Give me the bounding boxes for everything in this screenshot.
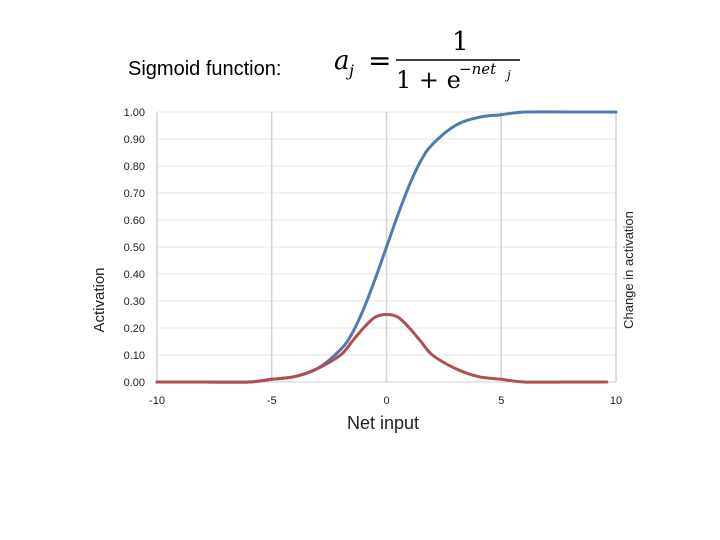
- y-tick-label: 1.00: [124, 107, 145, 119]
- x-tick-labels: -10 -5 0 5 10: [149, 395, 622, 407]
- sigmoid-formula: a j = 1 1 + e −net j: [334, 27, 520, 94]
- formula-equals: =: [368, 44, 391, 77]
- formula-exponent: −net: [459, 60, 497, 78]
- formula-lhs-sub: j: [346, 61, 354, 80]
- y-tick-label: 0.90: [124, 134, 145, 146]
- y-tick-label: 0.40: [124, 269, 145, 281]
- y-tick-label: 0.30: [124, 296, 145, 308]
- formula-lhs-var: a: [334, 46, 350, 76]
- x-tick-label: 5: [498, 395, 504, 407]
- y-tick-label: 0.80: [124, 161, 145, 173]
- y-tick-label: 0.20: [124, 323, 145, 335]
- x-tick-label: -10: [149, 395, 165, 407]
- x-tick-label: -5: [267, 395, 277, 407]
- x-tick-label: 0: [383, 395, 389, 407]
- y2-axis-label: Change in activation: [621, 211, 636, 329]
- y-axis-label: Activation: [91, 267, 108, 332]
- formula-den-prefix: 1 + e: [396, 66, 461, 94]
- y-tick-label: 0.60: [124, 215, 145, 227]
- y-tick-labels: 0.00 0.10 0.20 0.30 0.40 0.50 0.60 0.70 0.80 0.90…: [124, 107, 145, 389]
- y-tick-label: 0.10: [124, 350, 145, 362]
- y-tick-label: 0.00: [124, 377, 145, 389]
- x-tick-label: 10: [610, 395, 622, 407]
- formula-exponent-sub: j: [504, 68, 511, 82]
- series-line-2: [155, 313, 609, 384]
- y-tick-label: 0.50: [124, 242, 145, 254]
- x-axis-label: Net input: [347, 413, 419, 433]
- chart-heading: Sigmoid function:: [128, 58, 282, 80]
- series-lines: [155, 110, 618, 384]
- y-tick-label: 0.70: [124, 188, 145, 200]
- formula-numerator: 1: [452, 27, 469, 57]
